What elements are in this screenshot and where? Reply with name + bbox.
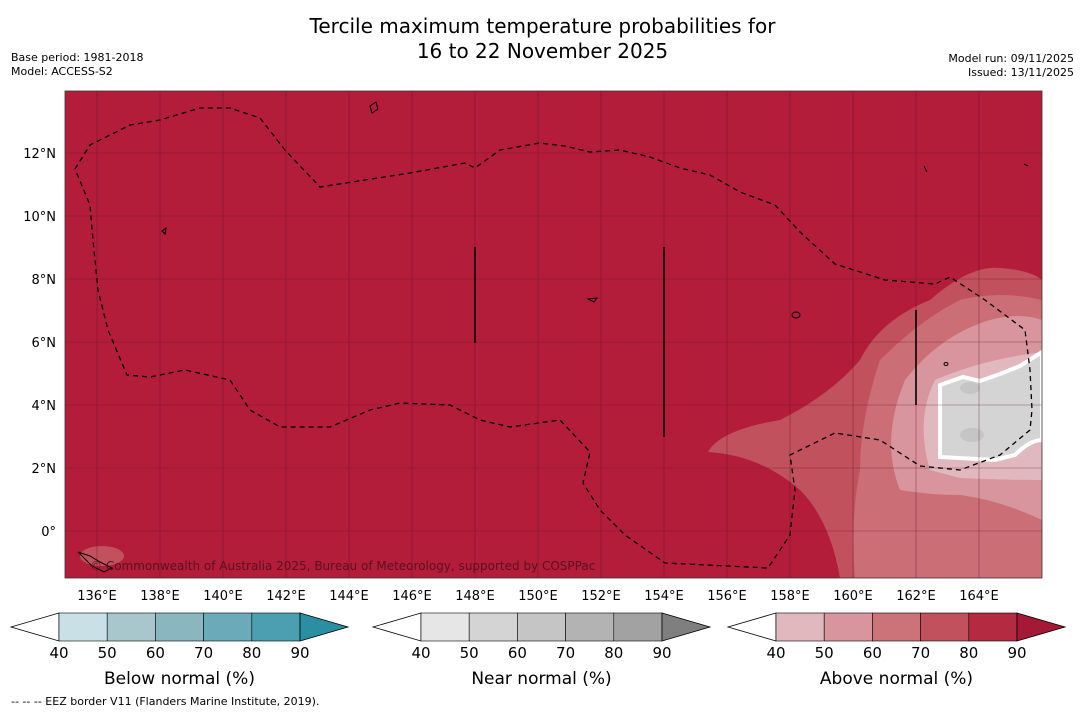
colorbar-segment (420, 612, 470, 642)
colorbar-tick-label: 80 (604, 644, 623, 662)
colorbar-max-extend (299, 612, 350, 642)
colorbar-tick-label: 70 (911, 644, 930, 662)
lon-tick-label: 138°E (140, 589, 180, 604)
lon-tick-label: 158°E (770, 589, 810, 604)
colorbar-title: Near normal (%) (471, 669, 611, 689)
island (369, 101, 379, 114)
latitude-labels: 12°N 10°N 8°N 6°N 4°N 2°N 0° (23, 147, 56, 540)
lon-tick-label: 154°E (644, 589, 684, 604)
lat-tick-label: 10°N (23, 210, 56, 225)
meta-right: Model run: 09/11/2025 Issued: 13/11/2025 (948, 52, 1074, 80)
colorbar-segment (565, 612, 615, 642)
island (1023, 163, 1029, 167)
lon-tick-label: 146°E (392, 589, 432, 604)
island (923, 165, 928, 173)
colorbar-segment (775, 612, 825, 642)
lon-tick-label: 148°E (455, 589, 495, 604)
island (791, 311, 801, 319)
colorbar-segment (920, 612, 970, 642)
colorbar-segment (613, 612, 663, 642)
near-normal-patch (960, 382, 980, 394)
gridlines (65, 91, 1042, 578)
lat-tick-label: 0° (41, 525, 56, 540)
colorbar-below: 40 50 60 70 80 90 Below normal (%) (9, 612, 350, 689)
colorbar-tick-label: 90 (652, 644, 671, 662)
colorbar-segment (251, 612, 301, 642)
colorbar-tick-label: 50 (460, 644, 479, 662)
colorbar-min-extend (726, 612, 777, 642)
base-period: Base period: 1981-2018 (11, 51, 144, 64)
colorbar-max-extend (1016, 612, 1067, 642)
colorbar-tick-label: 50 (815, 644, 834, 662)
issued-date: Issued: 13/11/2025 (967, 66, 1074, 79)
meta-left: Base period: 1981-2018 Model: ACCESS-S2 (11, 51, 143, 79)
colorbar-tick-label: 80 (242, 644, 261, 662)
lon-tick-label: 156°E (707, 589, 747, 604)
colorbar-segment (468, 612, 518, 642)
colorbar-min-extend (9, 612, 60, 642)
colorbar-max-extend (661, 612, 712, 642)
lon-tick-label: 142°E (266, 589, 306, 604)
title-line-2: 16 to 22 November 2025 (416, 39, 669, 63)
colorbar-segment (517, 612, 566, 642)
island (77, 551, 114, 573)
longitude-labels: 136°E 138°E 140°E 142°E 144°E 146°E 148°E 150°E… (77, 589, 999, 604)
lon-tick-label: 162°E (896, 589, 936, 604)
near-normal-patch (960, 428, 984, 442)
colorbar-title: Below normal (%) (104, 669, 255, 689)
islands (77, 101, 1029, 573)
lat-tick-label: 4°N (32, 399, 57, 414)
colorbar-above: 40 50 60 70 80 90 Above normal (%) (726, 612, 1067, 689)
colorbars: 40 50 60 70 80 90 Below normal (%) 40 50 60 70 80 90… (9, 612, 1067, 689)
eez-border (74, 107, 1033, 569)
colorbar-tick-label: 60 (863, 644, 882, 662)
colorbar-segment (872, 612, 921, 642)
title-line-1: Tercile maximum temperature probabilitie… (309, 14, 776, 38)
colorbar-title: Above normal (%) (820, 669, 973, 689)
model-run: Model run: 09/11/2025 (948, 52, 1074, 65)
above-70-80-patch (80, 546, 124, 566)
copyright-text: © Commonwealth of Australia 2025, Bureau… (90, 559, 595, 573)
lon-tick-label: 160°E (833, 589, 873, 604)
colorbar-tick-label: 40 (766, 644, 785, 662)
colorbar-tick-label: 60 (146, 644, 165, 662)
colorbar-tick-label: 70 (194, 644, 213, 662)
lat-tick-label: 6°N (32, 336, 57, 351)
colorbar-tick-label: 90 (290, 644, 309, 662)
lat-tick-label: 2°N (32, 462, 57, 477)
island (943, 362, 949, 366)
lon-tick-label: 164°E (959, 589, 999, 604)
lat-tick-label: 12°N (23, 147, 56, 162)
island (586, 297, 599, 303)
colorbar-min-extend (371, 612, 422, 642)
colorbar-tick-label: 90 (1007, 644, 1026, 662)
lon-tick-label: 152°E (581, 589, 621, 604)
colorbar-segment (155, 612, 204, 642)
colorbar-tick-label: 80 (959, 644, 978, 662)
colorbar-near: 40 50 60 70 80 90 Near normal (%) (371, 612, 712, 689)
colorbar-segment (106, 612, 156, 642)
colorbar-segment (823, 612, 873, 642)
colorbar-segment (203, 612, 253, 642)
lon-tick-label: 140°E (203, 589, 243, 604)
colorbar-segment (968, 612, 1018, 642)
colorbar-tick-label: 40 (49, 644, 68, 662)
colorbar-tick-label: 40 (411, 644, 430, 662)
eez-footnote: -- -- -- EEZ border V11 (Flanders Marine… (11, 695, 320, 708)
colorbar-tick-label: 70 (556, 644, 575, 662)
lat-tick-label: 8°N (32, 273, 57, 288)
lon-tick-label: 150°E (518, 589, 558, 604)
colorbar-tick-label: 60 (508, 644, 527, 662)
lon-tick-label: 136°E (77, 589, 117, 604)
colorbar-tick-label: 50 (98, 644, 117, 662)
map-title: Tercile maximum temperature probabilitie… (0, 14, 1085, 64)
island (161, 226, 167, 236)
colorbar-segment (58, 612, 108, 642)
map-frame (64, 90, 1043, 579)
model-name: Model: ACCESS-S2 (11, 65, 113, 78)
lon-tick-label: 144°E (329, 589, 369, 604)
